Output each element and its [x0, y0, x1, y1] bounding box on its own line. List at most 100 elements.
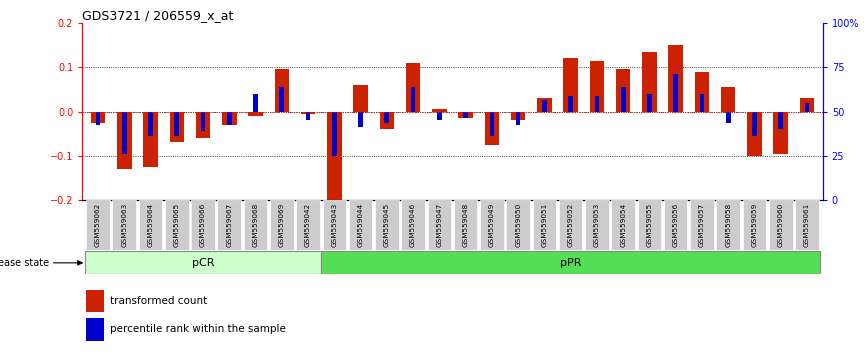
- Text: GSM559045: GSM559045: [384, 202, 390, 247]
- Bar: [321, 251, 820, 274]
- Bar: [353, 85, 368, 112]
- Bar: [91, 112, 106, 122]
- Bar: [695, 72, 709, 112]
- Bar: [621, 87, 625, 112]
- Bar: [227, 112, 232, 125]
- Bar: [410, 87, 416, 112]
- Text: GSM559056: GSM559056: [673, 202, 679, 247]
- Bar: [721, 87, 735, 112]
- Text: GSM559059: GSM559059: [752, 202, 758, 247]
- FancyBboxPatch shape: [296, 200, 320, 250]
- FancyBboxPatch shape: [585, 200, 609, 250]
- FancyBboxPatch shape: [191, 200, 215, 250]
- Text: percentile rank within the sample: percentile rank within the sample: [110, 324, 287, 335]
- Bar: [359, 112, 363, 127]
- Bar: [673, 74, 678, 112]
- Bar: [595, 96, 599, 112]
- FancyBboxPatch shape: [716, 200, 740, 250]
- Text: GSM559052: GSM559052: [567, 202, 573, 247]
- Text: GSM559053: GSM559053: [594, 202, 600, 247]
- Bar: [117, 112, 132, 169]
- Text: GSM559069: GSM559069: [279, 202, 285, 247]
- Text: GSM559044: GSM559044: [358, 202, 364, 247]
- Text: GSM559068: GSM559068: [253, 202, 259, 247]
- FancyBboxPatch shape: [795, 200, 818, 250]
- Bar: [170, 112, 184, 142]
- Bar: [280, 87, 284, 112]
- Bar: [726, 112, 731, 122]
- FancyBboxPatch shape: [322, 200, 346, 250]
- Bar: [647, 94, 652, 112]
- Bar: [385, 112, 389, 122]
- FancyBboxPatch shape: [270, 200, 294, 250]
- Bar: [564, 58, 578, 112]
- Text: GSM559062: GSM559062: [95, 202, 101, 247]
- FancyBboxPatch shape: [743, 200, 766, 250]
- Text: GSM559054: GSM559054: [620, 202, 626, 247]
- Bar: [489, 112, 494, 136]
- Bar: [379, 112, 394, 129]
- Bar: [799, 98, 814, 112]
- Text: GSM559065: GSM559065: [174, 202, 180, 247]
- Bar: [201, 112, 205, 131]
- Text: GSM559058: GSM559058: [725, 202, 731, 247]
- Bar: [437, 112, 442, 120]
- Bar: [86, 318, 105, 341]
- Bar: [616, 69, 630, 112]
- FancyBboxPatch shape: [533, 200, 556, 250]
- Bar: [122, 112, 126, 154]
- FancyBboxPatch shape: [375, 200, 398, 250]
- Bar: [643, 52, 656, 112]
- Bar: [301, 112, 315, 114]
- Bar: [327, 112, 341, 202]
- Bar: [249, 112, 262, 116]
- Text: disease state: disease state: [0, 258, 49, 268]
- FancyBboxPatch shape: [217, 200, 241, 250]
- Bar: [458, 112, 473, 118]
- Text: GSM559067: GSM559067: [226, 202, 232, 247]
- Bar: [590, 61, 604, 112]
- Text: transformed count: transformed count: [110, 296, 208, 306]
- Bar: [95, 112, 100, 125]
- Bar: [805, 103, 810, 112]
- Text: pPR: pPR: [560, 258, 581, 268]
- Text: GSM559050: GSM559050: [515, 202, 521, 247]
- FancyBboxPatch shape: [454, 200, 477, 250]
- Bar: [143, 112, 158, 167]
- FancyBboxPatch shape: [664, 200, 688, 250]
- Bar: [148, 112, 153, 136]
- Bar: [779, 112, 783, 129]
- Bar: [568, 96, 573, 112]
- Text: GDS3721 / 206559_x_at: GDS3721 / 206559_x_at: [82, 9, 234, 22]
- Text: GSM559060: GSM559060: [778, 202, 784, 247]
- FancyBboxPatch shape: [243, 200, 268, 250]
- Bar: [669, 45, 683, 112]
- Bar: [511, 112, 526, 120]
- Bar: [752, 112, 757, 136]
- Bar: [463, 112, 468, 118]
- Text: GSM559051: GSM559051: [541, 202, 547, 247]
- Text: GSM559061: GSM559061: [804, 202, 810, 247]
- FancyBboxPatch shape: [690, 200, 714, 250]
- FancyBboxPatch shape: [559, 200, 583, 250]
- Bar: [773, 112, 788, 154]
- FancyBboxPatch shape: [611, 200, 635, 250]
- Bar: [86, 290, 105, 312]
- Text: GSM559049: GSM559049: [489, 202, 494, 247]
- Bar: [174, 112, 179, 136]
- Text: GSM559047: GSM559047: [436, 202, 443, 247]
- Bar: [275, 69, 289, 112]
- Bar: [222, 112, 236, 125]
- Bar: [747, 112, 762, 156]
- Bar: [306, 112, 310, 120]
- Text: pCR: pCR: [191, 258, 214, 268]
- FancyBboxPatch shape: [113, 200, 136, 250]
- Text: GSM559063: GSM559063: [121, 202, 127, 247]
- FancyBboxPatch shape: [401, 200, 425, 250]
- Text: GSM559055: GSM559055: [646, 202, 652, 247]
- FancyBboxPatch shape: [637, 200, 662, 250]
- Text: GSM559046: GSM559046: [410, 202, 416, 247]
- Bar: [332, 112, 337, 156]
- Text: GSM559066: GSM559066: [200, 202, 206, 247]
- Bar: [253, 94, 258, 112]
